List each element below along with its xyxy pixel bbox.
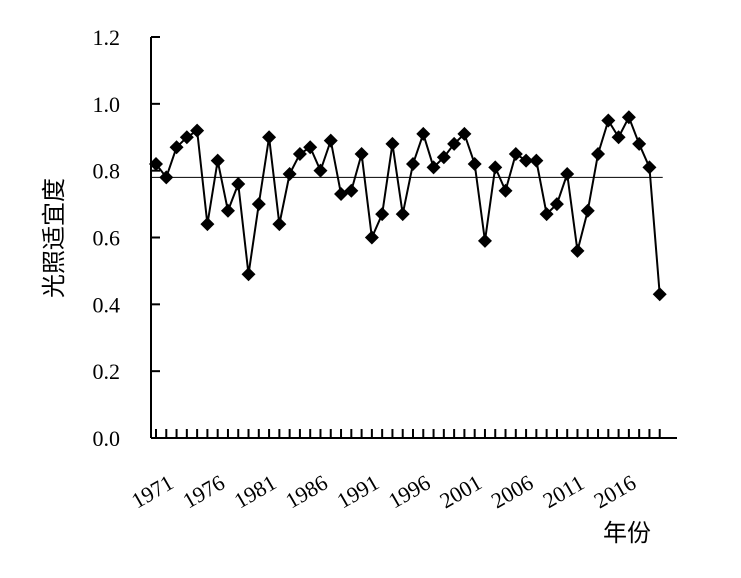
y-tick-label: 1.2 [93,25,121,50]
data-point [632,136,647,151]
data-point [560,167,575,182]
data-point [241,267,256,282]
x-tick-label: 2016 [590,470,641,514]
data-point [539,207,554,222]
x-tick-label: 1971 [127,470,178,514]
data-point [457,126,472,141]
x-tick-label: 1976 [178,470,229,514]
data-point [406,156,420,171]
data-point [262,130,277,145]
data-point [169,140,184,155]
data-point [416,126,431,141]
x-tick-label: 1991 [333,470,384,514]
data-point [580,203,595,218]
x-tick-label: 2011 [538,470,588,513]
data-point [519,153,534,168]
data-point [149,156,163,171]
data-point [323,133,338,148]
data-point [570,243,585,258]
x-axis: 1971 1976 1981 1986 1991 1996 2001 2006 2011 2016 [127,429,677,513]
y-tick-label: 0.0 [93,426,121,451]
data-point [200,217,215,232]
y-tick-label: 1.0 [93,92,121,117]
data-point [282,167,297,182]
data-point [426,160,441,175]
data-point [344,183,359,198]
y-tick-label: 0.6 [93,226,121,251]
data-point [303,140,318,155]
x-tick-label: 1996 [384,470,435,514]
data-point [220,203,235,218]
y-axis: 0.0 0.2 0.4 0.6 0.8 1.0 1.2 [93,25,160,451]
data-point [508,146,523,161]
data-point [529,153,544,168]
data-point [159,170,174,185]
y-axis-title: 光照适宜度 [41,178,68,298]
data-point [251,197,266,212]
data-point [313,163,328,178]
data-point [179,130,194,145]
x-tick-label: 2006 [487,470,538,514]
data-point [210,153,225,168]
data-point [364,230,379,245]
data-point [395,207,410,222]
y-tick-label: 0.2 [93,359,121,384]
x-axis-title: 年份 [603,520,651,547]
data-point [488,160,503,175]
data-point [447,136,462,151]
x-tick-label: 1981 [230,470,281,514]
data-point [385,136,400,151]
data-point [477,233,492,248]
series-layer [149,110,667,302]
x-tick-label: 2001 [435,470,486,514]
data-point [498,183,513,198]
data-point [292,146,307,161]
y-tick-label: 0.4 [93,292,121,317]
data-point [621,110,636,125]
data-point [436,150,451,165]
data-point [231,177,246,192]
x-tick-label: 1986 [281,470,332,514]
data-point [354,146,369,161]
data-point [601,113,616,128]
data-point [591,146,606,161]
series-line [155,114,661,295]
data-point [467,156,482,171]
data-point [190,123,205,138]
data-point [272,217,287,232]
y-tick-label: 0.8 [93,159,121,184]
data-point [642,160,657,175]
data-point [652,287,667,302]
data-point [549,197,564,212]
data-point [375,207,390,222]
data-point [611,130,626,145]
